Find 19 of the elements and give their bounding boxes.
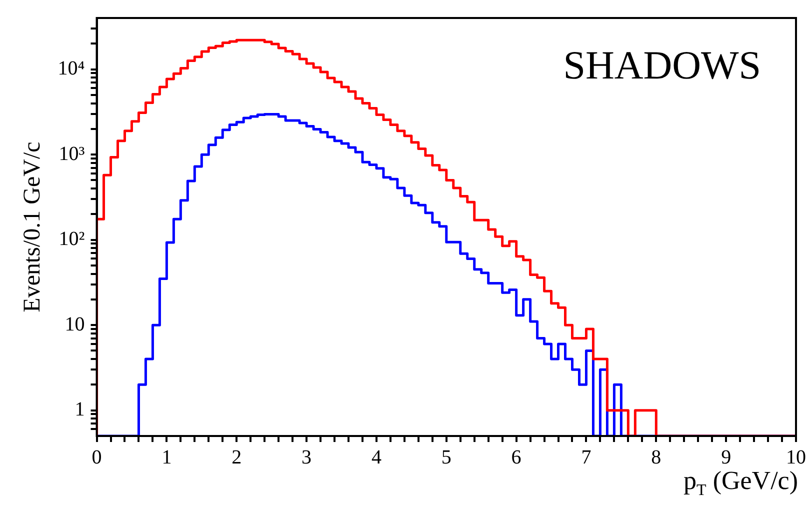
y-tick-label: 10	[64, 313, 85, 336]
x-tick-label: 8	[651, 446, 662, 468]
y-tick-label: 1	[74, 398, 85, 421]
y-axis-title: Events/0.1 GeV/c	[20, 142, 46, 312]
x-tick-label: 2	[232, 446, 242, 468]
annotation: SHADOWS	[563, 42, 761, 88]
x-tick-label: 10	[786, 446, 806, 468]
y-tick-label: 10⁴	[58, 58, 85, 80]
y-tick-label: 10³	[58, 142, 85, 165]
x-tick-label: 9	[721, 446, 732, 468]
x-tick-label: 7	[581, 446, 592, 468]
x-tick-label: 4	[371, 446, 382, 468]
x-axis-title: p$_{T}$ (GeV/c)	[684, 466, 798, 500]
x-tick-label: 5	[441, 446, 452, 468]
x-tick-label: 1	[162, 446, 172, 468]
x-tick-label: 0	[92, 446, 102, 468]
y-tick-label: 10²	[58, 228, 85, 250]
x-tick-label: 6	[511, 446, 522, 468]
x-tick-label: 3	[302, 446, 312, 468]
